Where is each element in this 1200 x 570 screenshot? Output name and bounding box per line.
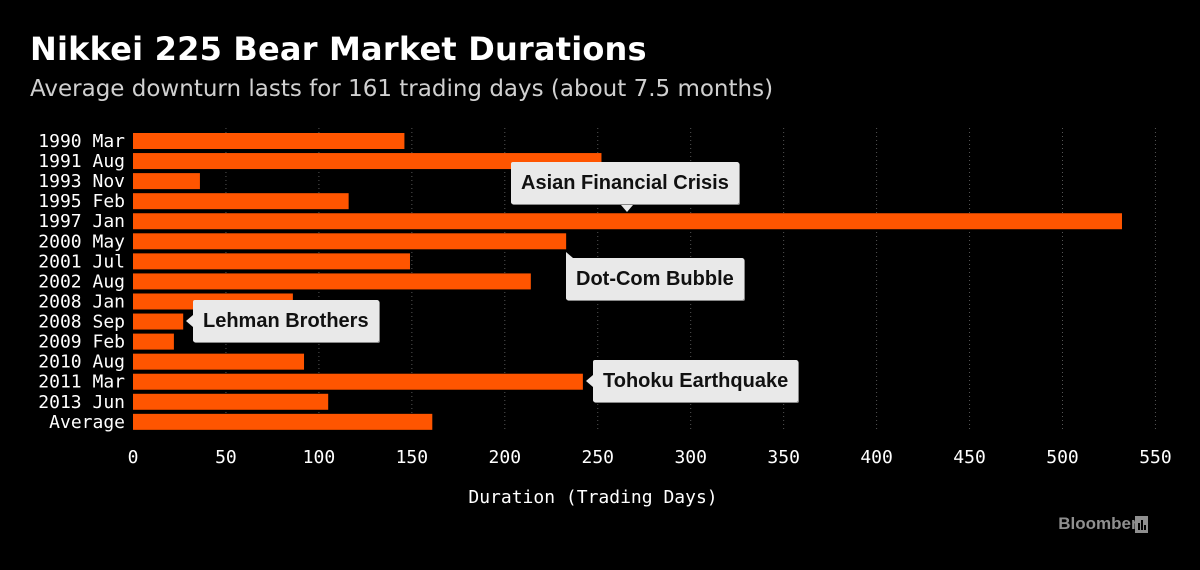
x-tick-label: 450 [953, 447, 986, 468]
category-label: Average [49, 412, 125, 433]
x-tick-label: 400 [860, 447, 893, 468]
x-tick-label: 50 [215, 447, 237, 468]
x-tick-label: 550 [1139, 447, 1172, 468]
bloomberg-logo-icon [1135, 516, 1148, 533]
source-label: Bloomberg [1058, 514, 1148, 533]
x-tick-label: 300 [674, 447, 707, 468]
bar [133, 393, 329, 410]
category-label: 2000 May [38, 231, 125, 252]
bar [133, 373, 583, 390]
annotation-pointer [186, 315, 193, 327]
x-tick-label: 200 [489, 447, 522, 468]
bar [133, 333, 174, 350]
category-label: 2001 Jul [38, 251, 125, 272]
bar [133, 193, 349, 210]
x-tick-label: 0 [128, 447, 139, 468]
bar [133, 273, 531, 290]
category-label: 1997 Jan [38, 211, 125, 232]
bar [133, 313, 184, 330]
annotation-tohoku-earthquake: Tohoku Earthquake [593, 360, 799, 402]
annotation-pointer [621, 205, 633, 212]
category-label: 1991 Aug [38, 151, 125, 172]
chart-subtitle: Average downturn lasts for 161 trading d… [30, 76, 774, 102]
x-tick-label: 250 [581, 447, 614, 468]
bar [133, 213, 1122, 230]
bar [133, 413, 433, 430]
category-label: 2009 Feb [38, 332, 125, 353]
bar [133, 233, 567, 250]
category-label: 1990 Mar [38, 131, 125, 152]
annotation-asian-financial-crisis: Asian Financial Crisis [511, 162, 739, 204]
category-label: 1995 Feb [38, 191, 125, 212]
bar [133, 353, 305, 370]
category-label: 2002 Aug [38, 271, 125, 292]
x-axis-title: Duration (Trading Days) [468, 487, 717, 508]
annotation-dot-com-bubble: Dot-Com Bubble [566, 258, 744, 300]
annotation-lehman-brothers: Lehman Brothers [193, 300, 379, 342]
category-label: 2013 Jun [38, 392, 125, 413]
category-label: 2008 Jan [38, 291, 125, 312]
category-label: 2008 Sep [38, 312, 125, 333]
bar [133, 133, 405, 149]
bar [133, 153, 602, 170]
chart-title: Nikkei 225 Bear Market Durations [30, 30, 647, 68]
category-label: 1993 Nov [38, 171, 125, 192]
x-tick-label: 500 [1046, 447, 1079, 468]
annotation-pointer [586, 375, 593, 387]
category-label: 2010 Aug [38, 352, 125, 373]
x-tick-label: 150 [396, 447, 429, 468]
bar [133, 253, 410, 270]
x-tick-label: 100 [303, 447, 336, 468]
x-tick-label: 350 [767, 447, 800, 468]
category-label: 2011 Mar [38, 372, 125, 393]
bar [133, 173, 200, 190]
